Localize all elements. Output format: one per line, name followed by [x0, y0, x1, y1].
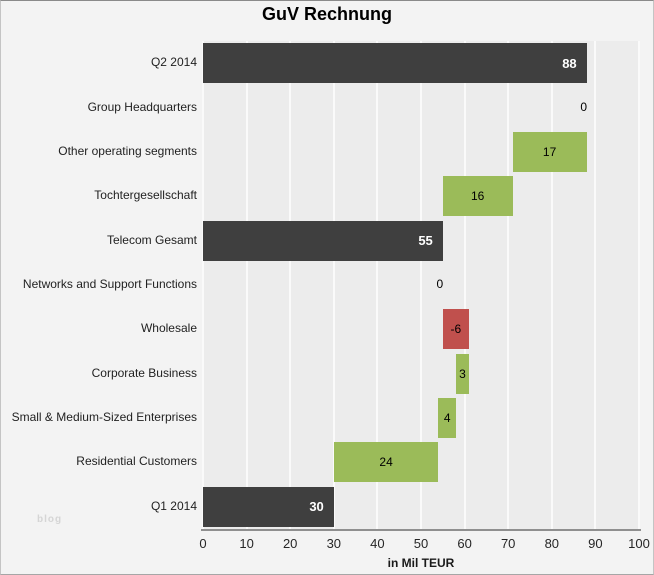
bar-value-label: 30 [309, 499, 324, 515]
category-label: Group Headquarters [87, 99, 197, 114]
gridline [202, 41, 204, 529]
category-label: Residential Customers [76, 454, 197, 469]
gridline [550, 41, 553, 529]
gridline [332, 41, 335, 529]
bar-segment: -6 [442, 309, 469, 350]
category-label: Corporate Business [91, 365, 197, 380]
category-label: Telecom Gesamt [106, 232, 197, 247]
x-axis-title: in Mil TEUR [387, 556, 455, 570]
bar-segment: 3 [455, 353, 469, 394]
category-label: Small & Medium-Sized Enterprises [11, 410, 197, 425]
bar-segment: 16 [442, 176, 513, 217]
bar-segment: 17 [512, 131, 587, 172]
gridline [638, 41, 640, 529]
gridline [463, 41, 466, 529]
x-tick-label: 0 [199, 536, 207, 551]
x-tick-label: 90 [588, 536, 603, 551]
x-tick-label: 30 [326, 536, 342, 551]
bar-segment: 55 [203, 220, 443, 261]
bar-value-label: 0 [580, 99, 588, 114]
bar-segment: 4 [438, 398, 456, 439]
bar-value-label: 16 [470, 189, 485, 204]
x-tick-label: 100 [628, 536, 650, 551]
bar-segment: 88 [203, 43, 587, 84]
bar-value-label: 4 [443, 411, 451, 426]
bar-value-label: 17 [542, 144, 557, 159]
x-tick-label: 50 [413, 536, 429, 551]
category-label: Q2 2014 [150, 55, 197, 70]
gridline [507, 41, 510, 529]
gridline [420, 41, 422, 529]
watermark-text: blog [37, 514, 63, 525]
category-label: Wholesale [140, 321, 197, 336]
gridline [289, 41, 292, 529]
chart-title: GuV Rechnung [262, 4, 392, 24]
bar-segment: 24 [333, 442, 439, 483]
x-tick-label: 80 [544, 536, 560, 551]
x-tick-label: 70 [500, 536, 516, 551]
x-tick-label: 10 [239, 536, 254, 551]
category-label: Tochtergesellschaft [94, 188, 197, 203]
bar-value-label: 88 [562, 55, 577, 71]
category-label: Networks and Support Functions [22, 277, 197, 291]
bar-value-label: 24 [379, 455, 393, 470]
x-tick-label: 60 [457, 536, 472, 551]
gridline [376, 41, 379, 529]
category-label: Q1 2014 [150, 498, 197, 513]
gridline [594, 41, 597, 529]
x-axis-line [201, 529, 641, 531]
category-label: Other operating segments [58, 143, 197, 158]
x-tick-label: 20 [282, 536, 298, 551]
bar-value-label: -6 [450, 322, 462, 337]
bar-value-label: 55 [418, 233, 433, 249]
x-tick-label: 40 [370, 536, 385, 551]
bar-value-label: 3 [459, 366, 466, 381]
bar-value-label: 0 [436, 277, 444, 291]
gridline [245, 41, 248, 529]
bar-segment: 30 [203, 486, 334, 527]
